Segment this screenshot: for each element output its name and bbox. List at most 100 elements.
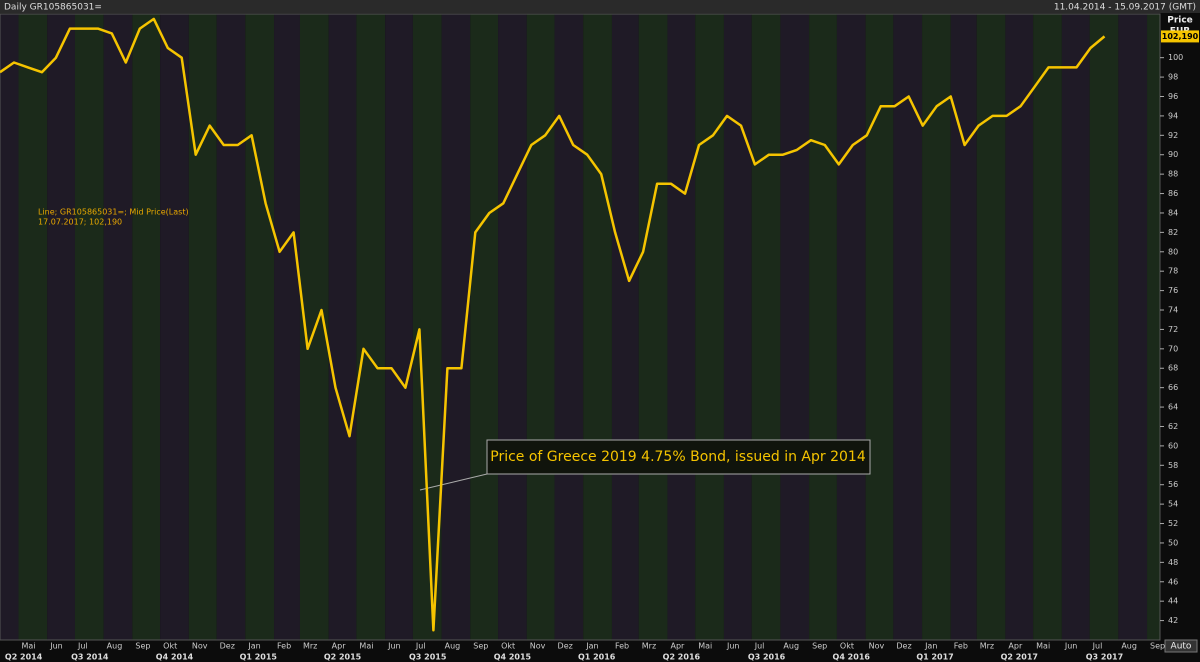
y-tick-label: 98: [1168, 73, 1178, 82]
x-tick-label: Jul: [415, 642, 426, 651]
y-axis-label: Price: [1167, 16, 1193, 26]
x-tick-label: Nov: [530, 642, 546, 651]
y-tick-label: 54: [1168, 500, 1178, 509]
month-band: [216, 14, 246, 640]
month-band: [245, 14, 275, 640]
x-tick-label: Mai: [22, 642, 36, 651]
x-quarter-label: Q4 2014: [156, 653, 194, 662]
month-band: [160, 14, 189, 640]
y-tick-label: 68: [1168, 364, 1178, 373]
month-band: [274, 14, 300, 640]
x-quarter-label: Q4 2016: [833, 653, 871, 662]
x-tick-label: Mrz: [303, 642, 317, 651]
x-tick-label: Okt: [501, 642, 515, 651]
x-tick-label: Dez: [896, 642, 911, 651]
legend-line: Line; GR105865031=; Mid Price(Last): [38, 208, 189, 217]
month-band: [47, 14, 75, 640]
callout-box: [486, 439, 871, 475]
x-quarter-label: Q1 2015: [240, 653, 278, 662]
x-tick-label: Apr: [332, 642, 347, 651]
x-quarter-label: Q2 2014: [5, 653, 43, 662]
x-quarter-label: Q1 2016: [578, 653, 616, 662]
x-tick-label: Jun: [726, 642, 740, 651]
month-band: [103, 14, 133, 640]
month-band: [1089, 14, 1119, 640]
month-band: [188, 14, 217, 640]
month-band: [412, 14, 442, 640]
month-band: [498, 14, 527, 640]
x-tick-label: Apr: [670, 642, 685, 651]
month-band: [1147, 14, 1160, 640]
x-tick-label: Jan: [924, 642, 937, 651]
x-quarter-label: Q3 2014: [71, 653, 109, 662]
y-tick-label: 92: [1168, 131, 1178, 140]
price-line: [0, 17, 1106, 632]
y-tick-label: 86: [1168, 189, 1178, 198]
month-band: [611, 14, 639, 640]
month-band: [0, 14, 19, 640]
date-range: 11.04.2014 - 15.09.2017 (GMT): [1054, 3, 1196, 13]
month-band: [976, 14, 1006, 640]
y-tick-label: 70: [1168, 344, 1178, 353]
month-band: [667, 14, 696, 640]
x-tick-label: Jun: [1064, 642, 1078, 651]
month-band: [385, 14, 413, 640]
month-band: [356, 14, 386, 640]
x-tick-label: Feb: [615, 642, 629, 651]
x-quarter-label: Q2 2017: [1001, 653, 1038, 662]
x-tick-label: Dez: [220, 642, 235, 651]
x-quarter-label: Q3 2017: [1086, 653, 1123, 662]
auto-button-label[interactable]: Auto: [1171, 642, 1192, 652]
current-value-box: [1161, 30, 1199, 43]
month-band: [723, 14, 752, 640]
y-tick-label: 72: [1168, 325, 1178, 334]
month-band: [526, 14, 555, 640]
x-tick-label: Mai: [698, 642, 712, 651]
legend-last: 17.07.2017; 102,190: [38, 218, 122, 227]
x-tick-label: Nov: [192, 642, 208, 651]
x-tick-label: Jun: [49, 642, 63, 651]
month-band: [751, 14, 781, 640]
month-band: [583, 14, 612, 640]
y-tick-label: 42: [1168, 616, 1178, 625]
y-tick-label: 48: [1168, 558, 1178, 567]
plot-frame: [0, 13, 1161, 641]
x-tick-label: Aug: [445, 642, 461, 651]
month-band: [638, 14, 668, 640]
y-tick-label: 46: [1168, 577, 1178, 586]
y-tick-label: 60: [1168, 441, 1178, 450]
month-band: [695, 14, 724, 640]
y-tick-label: 62: [1168, 422, 1178, 431]
x-tick-label: Mai: [1036, 642, 1050, 651]
y-tick-label: 66: [1168, 383, 1178, 392]
y-tick-label: 82: [1168, 228, 1178, 237]
x-tick-label: Sep: [1150, 642, 1165, 651]
x-tick-label: Feb: [277, 642, 291, 651]
current-value-label: 102,190: [1162, 32, 1199, 41]
y-tick-label: 52: [1168, 519, 1178, 528]
x-tick-label: Apr: [1008, 642, 1023, 651]
y-tick-label: 44: [1168, 597, 1178, 606]
auto-button[interactable]: [1164, 639, 1198, 653]
x-tick-label: Jan: [247, 642, 260, 651]
x-tick-label: Aug: [1121, 642, 1137, 651]
x-tick-label: Sep: [812, 642, 827, 651]
month-band: [470, 14, 499, 640]
x-tick-label: Jul: [754, 642, 765, 651]
x-tick-label: Sep: [473, 642, 488, 651]
y-tick-label: 94: [1168, 111, 1178, 120]
y-tick-label: 64: [1168, 403, 1178, 412]
month-band: [554, 14, 584, 640]
y-tick-label: 74: [1168, 306, 1178, 315]
y-tick-label: 76: [1168, 286, 1178, 295]
x-tick-label: Jan: [585, 642, 598, 651]
x-tick-label: Dez: [558, 642, 573, 651]
x-quarter-label: Q1 2017: [916, 653, 953, 662]
x-tick-label: Mrz: [980, 642, 994, 651]
month-band: [328, 14, 357, 640]
x-tick-label: Okt: [840, 642, 854, 651]
month-band: [836, 14, 866, 640]
month-band: [1033, 14, 1062, 640]
x-tick-label: Jul: [1092, 642, 1103, 651]
